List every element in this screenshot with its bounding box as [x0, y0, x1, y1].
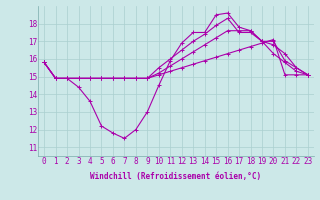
X-axis label: Windchill (Refroidissement éolien,°C): Windchill (Refroidissement éolien,°C): [91, 172, 261, 181]
